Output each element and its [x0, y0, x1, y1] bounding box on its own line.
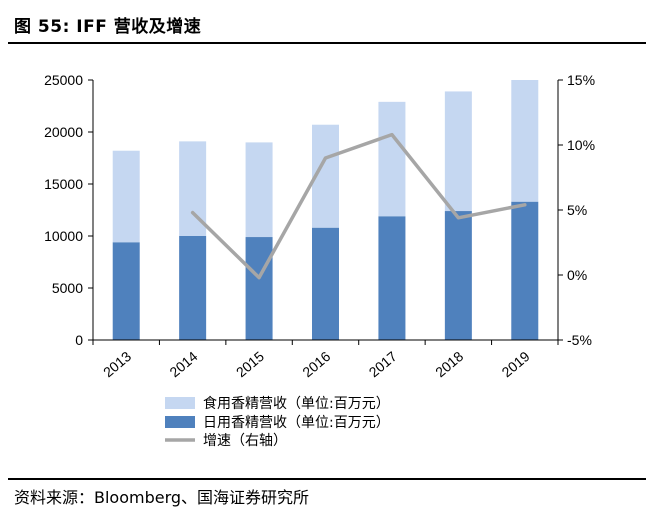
source-note: 资料来源：Bloomberg、国海证券研究所: [14, 488, 310, 507]
bar-food-2015: [245, 142, 273, 238]
right-tick-label: 10%: [567, 137, 595, 153]
growth-point-2015: [258, 277, 260, 279]
axes-layer: [88, 79, 563, 345]
x-tick-label-2014: 2014: [166, 348, 200, 380]
x-tick-label-2017: 2017: [366, 348, 400, 380]
bars-layer: [112, 80, 539, 340]
bar-food-2017: [378, 101, 406, 217]
bar-daily-2016: [312, 227, 339, 340]
source-rule: [8, 478, 646, 480]
growth-point-2014: [192, 212, 194, 214]
right-tick-label: 15%: [567, 72, 595, 88]
growth-point-2018: [457, 217, 459, 219]
left-tick-label: 25000: [44, 72, 83, 88]
figure-title: 图 55: IFF 营收及增速: [14, 17, 202, 37]
legend-label: 增速（右轴）: [203, 433, 287, 449]
right-tick-label: 0%: [567, 267, 587, 283]
bar-daily-2013: [112, 242, 140, 340]
left-tick-label: 0: [75, 332, 83, 348]
bar-food-2013: [112, 150, 140, 243]
x-tick-label-2019: 2019: [499, 348, 533, 380]
bar-daily-2018: [444, 211, 472, 340]
tick-labels-layer: 0 5000 10000 15000 20000 25000 -5% 0% 5% 10% 15% 20…: [44, 72, 595, 380]
bar-daily-2014: [179, 236, 207, 340]
left-tick-label: 20000: [44, 124, 83, 140]
growth-line-layer: [190, 132, 527, 280]
bar-daily-2017: [378, 216, 406, 340]
growth-point-2017: [391, 134, 393, 136]
bar-daily-2019: [511, 201, 539, 340]
growth-line: [190, 132, 527, 280]
x-tick-label-2013: 2013: [100, 348, 134, 380]
left-tick-label: 10000: [44, 228, 83, 244]
right-tick-label: -5%: [567, 332, 592, 348]
legend-label: 日用香精营收（单位:百万元）: [203, 415, 390, 431]
revenue-growth-chart: 0 5000 10000 15000 20000 25000 -5% 0% 5% 10% 15% 20…: [44, 72, 595, 449]
x-tick-label-2016: 2016: [299, 348, 333, 380]
growth-point-2019: [524, 204, 526, 206]
growth-point-2016: [325, 157, 326, 159]
bar-food-2018: [444, 91, 472, 212]
x-tick-label-2018: 2018: [432, 348, 466, 380]
right-tick-label: 5%: [567, 202, 587, 218]
legend-label: 食用香精营收（单位:百万元）: [203, 395, 390, 412]
legend-swatch-daily: [165, 416, 195, 428]
left-tick-label: 15000: [44, 176, 83, 192]
legend-swatch-food: [165, 397, 195, 409]
bar-daily-2015: [245, 237, 273, 340]
title-rule: [8, 42, 646, 44]
legend: 食用香精营收（单位:百万元） 日用香精营收（单位:百万元） 增速（右轴）: [165, 395, 390, 449]
x-tick-label-2015: 2015: [233, 348, 267, 380]
bar-food-2019: [511, 80, 539, 202]
left-tick-label: 5000: [52, 280, 83, 296]
